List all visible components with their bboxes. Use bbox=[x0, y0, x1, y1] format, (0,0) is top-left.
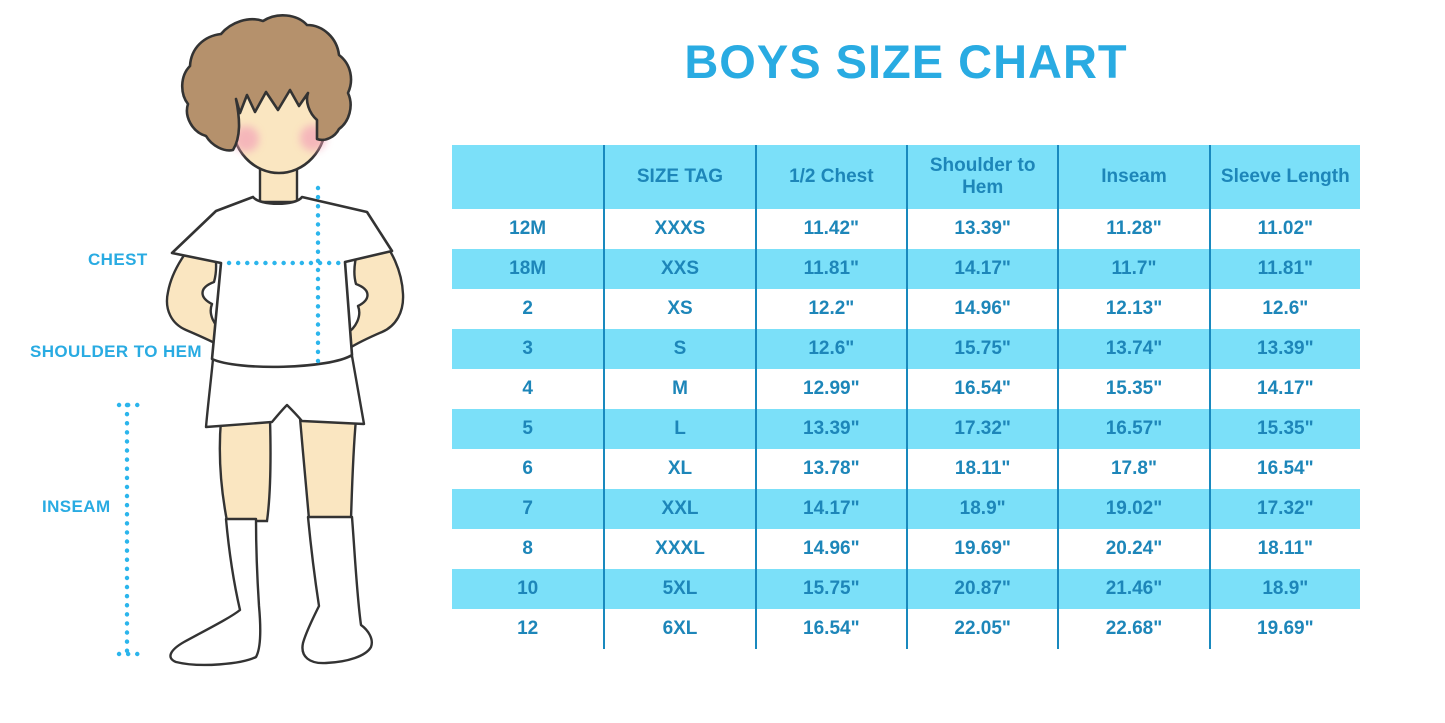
table-cell: 18.11" bbox=[905, 449, 1057, 489]
table-row: 3 S 12.6" 15.75" 13.74" 13.39" bbox=[452, 329, 1360, 369]
table-cell: 11.42" bbox=[754, 209, 906, 249]
table-cell: M bbox=[603, 369, 754, 409]
table-cell: 16.54" bbox=[754, 609, 906, 649]
table-row: 12 6XL 16.54" 22.05" 22.68" 19.69" bbox=[452, 609, 1360, 649]
column-header: Sleeve Length bbox=[1208, 145, 1360, 209]
table-cell: XXXS bbox=[603, 209, 754, 249]
table-cell: 12.6" bbox=[1208, 289, 1360, 329]
table-cell: 14.17" bbox=[754, 489, 906, 529]
table-cell: 11.28" bbox=[1057, 209, 1208, 249]
table-cell: 15.35" bbox=[1057, 369, 1208, 409]
table-cell: 6 bbox=[522, 458, 533, 480]
table-cell: 21.46" bbox=[1057, 569, 1209, 609]
table-cell: 14.96" bbox=[754, 529, 906, 569]
table-cell: 14.17" bbox=[1208, 369, 1360, 409]
table-cell: 19.69" bbox=[905, 529, 1057, 569]
chest-label: CHEST bbox=[88, 250, 148, 269]
table-cell: 18.9" bbox=[905, 489, 1058, 529]
table-cell: S bbox=[603, 329, 755, 369]
table-cell: 13.74" bbox=[1057, 329, 1209, 369]
boy-hair bbox=[180, 14, 353, 152]
table-row: 4 M 12.99" 16.54" 15.35" 14.17" bbox=[452, 369, 1360, 409]
table-cell: 15.35" bbox=[1208, 409, 1360, 449]
table-cell: 15.75" bbox=[905, 329, 1058, 369]
table-cell: 13.39" bbox=[754, 409, 906, 449]
column-header: Shoulder to Hem bbox=[905, 145, 1058, 209]
table-cell: 11.81" bbox=[1208, 249, 1360, 289]
table-cell: 16.54" bbox=[1208, 449, 1360, 489]
table-cell: 11.7" bbox=[1057, 249, 1209, 289]
table-cell: 4 bbox=[522, 378, 533, 400]
table-cell: XL bbox=[603, 449, 754, 489]
column-header: SIZE TAG bbox=[603, 145, 755, 209]
page-title: BOYS SIZE CHART bbox=[684, 35, 1128, 88]
table-cell: 13.78" bbox=[754, 449, 906, 489]
table-cell: 3 bbox=[452, 329, 604, 369]
table-row: 2 XS 12.2" 14.96" 12.13" 12.6" bbox=[452, 289, 1360, 329]
table-cell: 19.02" bbox=[1057, 489, 1209, 529]
size-table: SIZE TAG 1/2 Chest Shoulder to Hem Inseam Sl… bbox=[452, 145, 1360, 649]
table-cell: 17.32" bbox=[1208, 489, 1360, 529]
table-cell: 11.02" bbox=[1208, 209, 1360, 249]
boy-illustration bbox=[116, 14, 405, 667]
table-cell: 2 bbox=[522, 298, 533, 320]
table-cell: 17.8" bbox=[1057, 449, 1208, 489]
table-row: 7 XXL 14.17" 18.9" 19.02" 17.32" bbox=[452, 489, 1360, 529]
boy-right-sock bbox=[301, 515, 373, 665]
table-cell: XXS bbox=[603, 249, 755, 289]
table-cell: 18.9" bbox=[1208, 569, 1360, 609]
table-row: 12M XXXS 11.42" 13.39" 11.28" 11.02" bbox=[452, 209, 1360, 249]
table-cell: 12.13" bbox=[1057, 289, 1208, 329]
table-cell: 6XL bbox=[603, 609, 754, 649]
boy-left-sock bbox=[169, 517, 262, 667]
column-header bbox=[452, 145, 604, 209]
boy-tshirt bbox=[170, 195, 394, 369]
table-row: 10 5XL 15.75" 20.87" 21.46" 18.9" bbox=[452, 569, 1360, 609]
table-cell: 16.57" bbox=[1057, 409, 1209, 449]
table-cell: 15.75" bbox=[754, 569, 906, 609]
table-cell: 16.54" bbox=[905, 369, 1057, 409]
table-cell: 20.24" bbox=[1057, 529, 1208, 569]
column-header: Inseam bbox=[1057, 145, 1209, 209]
table-row: 8 XXXL 14.96" 19.69" 20.24" 18.11" bbox=[452, 529, 1360, 569]
boy-left-leg bbox=[218, 417, 272, 523]
boy-shorts bbox=[204, 354, 366, 429]
table-cell: 12M bbox=[509, 218, 547, 240]
table-cell: 12 bbox=[517, 618, 539, 640]
table-cell: XS bbox=[603, 289, 754, 329]
table-cell: XXXL bbox=[603, 529, 754, 569]
table-cell: 14.17" bbox=[905, 249, 1058, 289]
table-cell: 22.68" bbox=[1057, 609, 1208, 649]
table-cell: 12.6" bbox=[754, 329, 906, 369]
table-cell: 18.11" bbox=[1208, 529, 1360, 569]
table-cell: 22.05" bbox=[905, 609, 1057, 649]
table-cell: 7 bbox=[452, 489, 604, 529]
table-cell: 12.99" bbox=[754, 369, 906, 409]
table-cell: 13.39" bbox=[905, 209, 1057, 249]
table-cell: 19.69" bbox=[1208, 609, 1360, 649]
table-cell: 17.32" bbox=[905, 409, 1058, 449]
table-header-row: SIZE TAG 1/2 Chest Shoulder to Hem Inseam Sl… bbox=[452, 145, 1360, 209]
table-cell: 18M bbox=[452, 249, 604, 289]
table-cell: L bbox=[603, 409, 755, 449]
table-cell: 5 bbox=[452, 409, 604, 449]
table-cell: 12.2" bbox=[754, 289, 906, 329]
table-cell: 10 bbox=[452, 569, 604, 609]
table-cell: 5XL bbox=[603, 569, 755, 609]
table-cell: 14.96" bbox=[905, 289, 1057, 329]
table-cell: 8 bbox=[522, 538, 533, 560]
table-row: 18M XXS 11.81" 14.17" 11.7" 11.81" bbox=[452, 249, 1360, 289]
shoulder-to-hem-label: SHOULDER TO HEM bbox=[30, 342, 202, 361]
table-cell: XXL bbox=[603, 489, 755, 529]
table-cell: 20.87" bbox=[905, 569, 1058, 609]
table-row: 5 L 13.39" 17.32" 16.57" 15.35" bbox=[452, 409, 1360, 449]
table-cell: 13.39" bbox=[1208, 329, 1360, 369]
boy-right-leg bbox=[298, 416, 358, 521]
table-row: 6 XL 13.78" 18.11" 17.8" 16.54" bbox=[452, 449, 1360, 489]
column-header: 1/2 Chest bbox=[754, 145, 906, 209]
inseam-label: INSEAM bbox=[42, 497, 111, 516]
table-cell: 11.81" bbox=[754, 249, 906, 289]
